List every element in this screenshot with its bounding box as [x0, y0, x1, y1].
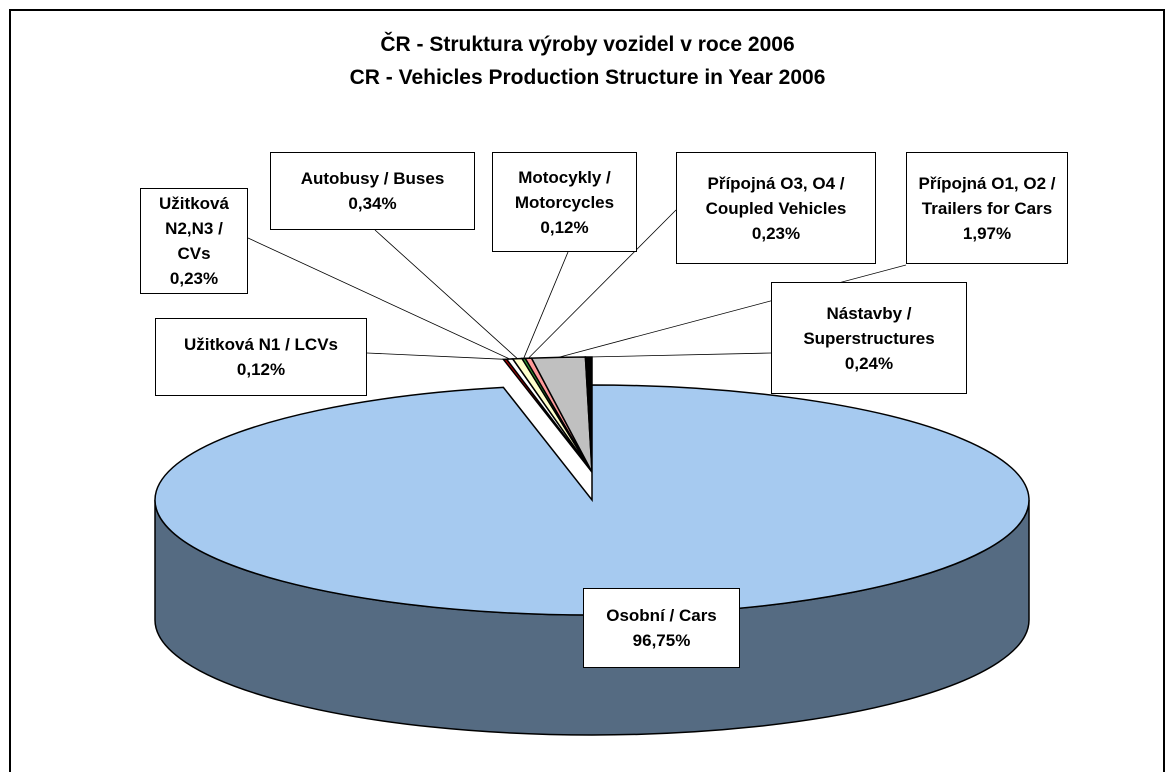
label-value: 0,23% [169, 269, 219, 288]
data-label: Motocykly / Motorcycles 0,12% [492, 152, 637, 252]
pie-slice [154, 384, 1030, 616]
label-name: Přípojná O3, O4 / Coupled Vehicles [705, 173, 847, 218]
label-name: Nástavby / Superstructures [803, 303, 935, 348]
label-value: 0,23% [751, 223, 801, 243]
chart-subtitle: CR - Vehicles Production Structure in Ye… [349, 66, 826, 89]
data-label: Osobní / Cars 96,75% [583, 588, 740, 668]
chart-title: ČR - Struktura výroby vozidel v roce 200… [380, 33, 795, 56]
label-value: 0,12% [236, 360, 286, 379]
label-name: Osobní / Cars [606, 606, 717, 625]
label-name: Přípojná O1, O2 / Trailers for Cars [918, 173, 1056, 218]
label-name: Užitková N2,N3 / CVs [159, 194, 229, 263]
label-name: Autobusy / Buses [300, 169, 445, 188]
leader-line [523, 251, 569, 359]
data-label: Autobusy / Buses 0,34% [270, 152, 475, 230]
data-label: Přípojná O3, O4 / Coupled Vehicles 0,23% [676, 152, 876, 264]
label-value: 1,97% [962, 223, 1012, 243]
label-value: 0,12% [540, 217, 589, 237]
data-label: Přípojná O1, O2 / Trailers for Cars 1,97% [906, 152, 1068, 264]
label-name: Užitková N1 / LCVs [184, 335, 338, 354]
data-label: Nástavby / Superstructures 0,24% [771, 282, 967, 394]
label-value: 96,75% [632, 631, 691, 650]
data-label: Užitková N2,N3 / CVs 0,23% [140, 188, 248, 294]
leader-line [366, 352, 506, 360]
label-name: Motocykly / Motorcycles [514, 167, 615, 212]
leader-line [247, 237, 510, 360]
label-value: 0,24% [844, 353, 894, 373]
data-label: Užitková N1 / LCVs 0,12% [155, 318, 367, 396]
leader-line [374, 229, 518, 359]
chart-border [9, 9, 1165, 772]
leader-line [558, 264, 907, 358]
leader-line [528, 209, 677, 359]
leader-line [588, 352, 772, 358]
label-value: 0,34% [348, 194, 397, 213]
